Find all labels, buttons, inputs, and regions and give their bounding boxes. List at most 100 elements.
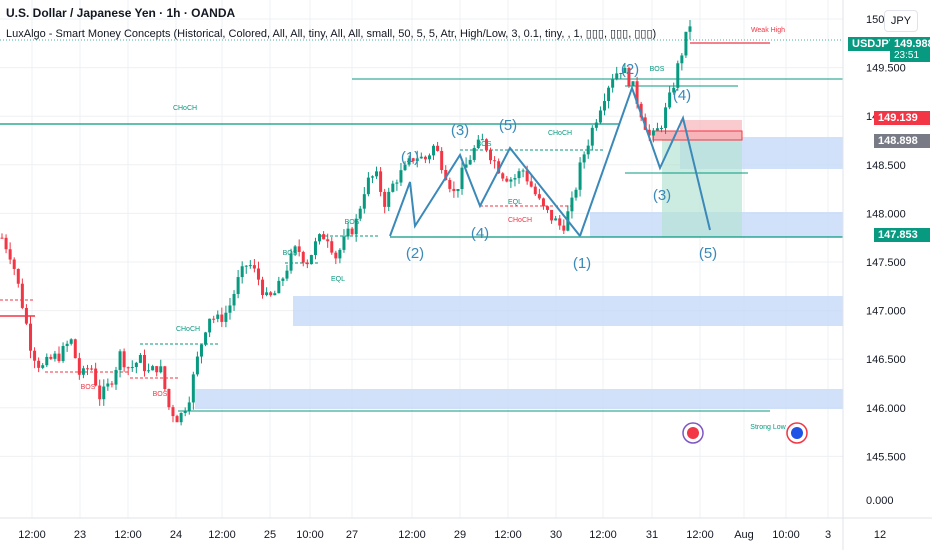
candle-body bbox=[94, 368, 98, 386]
candle-body bbox=[432, 145, 436, 156]
wave-label: (1) bbox=[573, 255, 591, 272]
y-tick-label: 146.000 bbox=[866, 403, 906, 415]
candle-body bbox=[655, 128, 659, 131]
candle-body bbox=[436, 145, 440, 151]
candle-body bbox=[216, 314, 220, 319]
wave-label: (2) bbox=[406, 245, 424, 262]
candle-body bbox=[423, 156, 427, 160]
candle-body bbox=[16, 268, 20, 284]
candle-body bbox=[204, 332, 208, 345]
candle-body bbox=[350, 228, 354, 235]
candle-body bbox=[126, 367, 130, 369]
candle-body bbox=[208, 318, 212, 333]
chart-labels: (1) (2) (3) (4) (5) (1) (2) (3) (4) (5) CHoCH CHoCH… bbox=[81, 27, 787, 431]
chart-grid bbox=[0, 0, 843, 518]
candle-body bbox=[248, 265, 252, 267]
candle-body bbox=[680, 55, 684, 64]
candles bbox=[0, 19, 692, 426]
x-tick-label: 12:00 bbox=[208, 529, 236, 541]
x-tick-label: 12:00 bbox=[114, 529, 142, 541]
candle-body bbox=[252, 265, 256, 269]
candle-body bbox=[631, 81, 635, 86]
candle-body bbox=[236, 277, 240, 294]
y-tick-label: 149.500 bbox=[866, 63, 906, 75]
structure-label: CHoCH bbox=[508, 217, 532, 224]
order-block bbox=[652, 130, 743, 141]
candle-body bbox=[570, 197, 574, 212]
y-tick-label: 148.500 bbox=[866, 160, 906, 172]
candle-body bbox=[228, 305, 232, 313]
candle-body bbox=[403, 164, 407, 171]
candle-body bbox=[480, 139, 484, 141]
x-tick-label: 12:00 bbox=[686, 529, 714, 541]
candle-body bbox=[493, 160, 497, 162]
candle-body bbox=[448, 180, 452, 189]
candle-body bbox=[122, 351, 126, 368]
wave-path-2 bbox=[579, 84, 711, 237]
structure-label: CHoCH bbox=[173, 105, 197, 112]
candle-body bbox=[615, 73, 619, 80]
candle-body bbox=[415, 158, 419, 161]
candle-body bbox=[541, 198, 545, 207]
candle-body bbox=[191, 374, 195, 403]
x-tick-label: 12:00 bbox=[494, 529, 522, 541]
candle-body bbox=[505, 178, 509, 182]
structure-label: BOS bbox=[283, 250, 298, 257]
candle-body bbox=[163, 366, 167, 389]
candle-body bbox=[358, 208, 362, 219]
candle-body bbox=[4, 237, 8, 250]
candle-body bbox=[61, 346, 65, 362]
candle-body bbox=[167, 388, 171, 408]
level-dark-badge: 148.898 bbox=[874, 134, 930, 148]
candle-body bbox=[28, 323, 32, 351]
structure-levels bbox=[0, 39, 843, 412]
zones bbox=[195, 120, 843, 409]
candle-body bbox=[472, 147, 476, 160]
candle-body bbox=[668, 92, 672, 108]
candle-body bbox=[289, 253, 293, 271]
candle-body bbox=[627, 68, 631, 86]
candle-body bbox=[497, 161, 501, 174]
candle-body bbox=[151, 366, 155, 371]
currency-button[interactable]: JPY bbox=[884, 10, 918, 32]
x-tick-label: 12:00 bbox=[398, 529, 426, 541]
candle-body bbox=[142, 355, 146, 372]
x-tick-label: 23 bbox=[74, 529, 86, 541]
candle-body bbox=[574, 189, 578, 198]
x-tick-label: 12 bbox=[874, 529, 886, 541]
candle-body bbox=[554, 218, 558, 221]
candle-body bbox=[558, 218, 562, 226]
level-green-badge: 147.853 bbox=[874, 228, 930, 242]
candle-body bbox=[427, 155, 431, 160]
structure-label: BOS bbox=[477, 141, 492, 148]
candle-body bbox=[452, 188, 456, 192]
candle-body bbox=[37, 360, 41, 368]
candle-body bbox=[244, 265, 248, 267]
candle-body bbox=[546, 206, 550, 210]
candle-body bbox=[676, 63, 680, 88]
candle-body bbox=[0, 237, 4, 239]
candle-body bbox=[77, 358, 81, 375]
level-red-badge: 149.139 bbox=[874, 111, 930, 125]
candle-body bbox=[265, 292, 269, 296]
y-tick-label: 147.000 bbox=[866, 306, 906, 318]
event-icons[interactable] bbox=[682, 422, 808, 444]
x-tick-label: 10:00 bbox=[296, 529, 324, 541]
candle-body bbox=[395, 182, 399, 184]
candle-body bbox=[586, 145, 590, 155]
candle-body bbox=[611, 79, 615, 88]
candle-body bbox=[261, 279, 265, 296]
candle-body bbox=[313, 241, 317, 255]
candle-body bbox=[639, 103, 643, 118]
wave-label: (4) bbox=[673, 87, 691, 104]
wave-label: (3) bbox=[451, 122, 469, 139]
candle-body bbox=[489, 149, 493, 161]
structure-label: BOS bbox=[650, 66, 665, 73]
candle-body bbox=[509, 179, 513, 182]
candle-body bbox=[224, 312, 228, 322]
candle-body bbox=[102, 386, 106, 400]
candle-body bbox=[419, 156, 423, 159]
candle-body bbox=[301, 251, 305, 263]
candle-body bbox=[69, 339, 73, 344]
